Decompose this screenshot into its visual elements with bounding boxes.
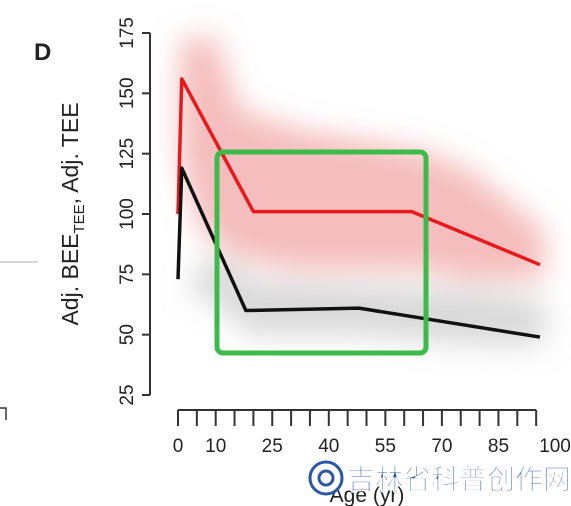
series-line bbox=[176, 77, 541, 267]
y-tick-label: 25 bbox=[117, 384, 138, 405]
y-label-sub: TEE bbox=[71, 204, 88, 233]
bracket bbox=[0, 407, 7, 420]
y-tick-label: 175 bbox=[117, 17, 138, 49]
y-tick-label: 75 bbox=[117, 264, 138, 285]
y-label-part: , Adj. TEE bbox=[57, 102, 83, 204]
y-tick-label: 125 bbox=[117, 138, 138, 170]
highlight-box bbox=[214, 149, 429, 356]
watermark-icon bbox=[308, 460, 344, 496]
x-tick-label: 100 bbox=[539, 436, 571, 457]
plot: 25 50 75 100 125 150 175 0 10 25 40 55 70 85 100 bbox=[117, 17, 571, 457]
x-tick-label: 55 bbox=[375, 436, 396, 457]
x-tick-label: 40 bbox=[318, 436, 339, 457]
scatter-cloud bbox=[180, 35, 545, 345]
x-tick-label: 0 bbox=[173, 436, 184, 457]
x-tick-label: 10 bbox=[205, 436, 226, 457]
watermark: 吉林省科普创作网 bbox=[308, 460, 571, 496]
y-tick-label: 150 bbox=[117, 77, 138, 109]
y-tick-label: 100 bbox=[117, 198, 138, 230]
y-label-part: Adj. BEE bbox=[57, 234, 83, 326]
panel-label: D bbox=[34, 39, 51, 66]
series-line bbox=[176, 166, 541, 339]
x-tick-label: 25 bbox=[262, 436, 283, 457]
watermark-icon bbox=[317, 469, 335, 487]
y-axis-label: Adj. BEETEE, Adj. TEE bbox=[57, 102, 88, 325]
x-tick-label: 85 bbox=[488, 436, 509, 457]
x-axis-label: Age (yr) bbox=[330, 484, 405, 506]
y-tick-label: 50 bbox=[117, 324, 138, 345]
x-tick-label: 70 bbox=[431, 436, 452, 457]
watermark-text: 吉林省科普创作网 bbox=[347, 464, 571, 495]
